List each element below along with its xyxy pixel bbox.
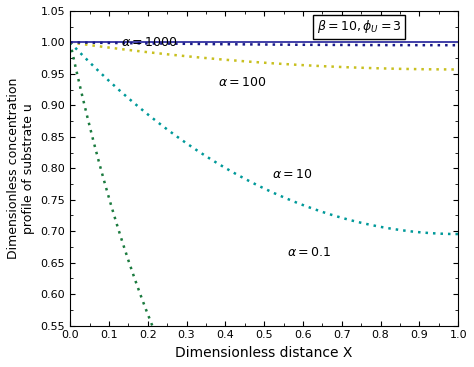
Text: $\alpha = 10$: $\alpha = 10$ bbox=[272, 168, 312, 181]
Text: $\alpha = 0.1$: $\alpha = 0.1$ bbox=[287, 246, 332, 259]
X-axis label: Dimensionless distance X: Dimensionless distance X bbox=[175, 346, 353, 360]
Text: $\alpha = 1000$: $\alpha = 1000$ bbox=[120, 36, 177, 49]
Y-axis label: Dimensionless concentration
profile of substrate u: Dimensionless concentration profile of s… bbox=[7, 77, 35, 259]
Text: $\alpha = 100$: $\alpha = 100$ bbox=[218, 76, 266, 90]
Text: $\beta = 10, \phi_{U} = 3$: $\beta = 10, \phi_{U} = 3$ bbox=[317, 18, 401, 36]
